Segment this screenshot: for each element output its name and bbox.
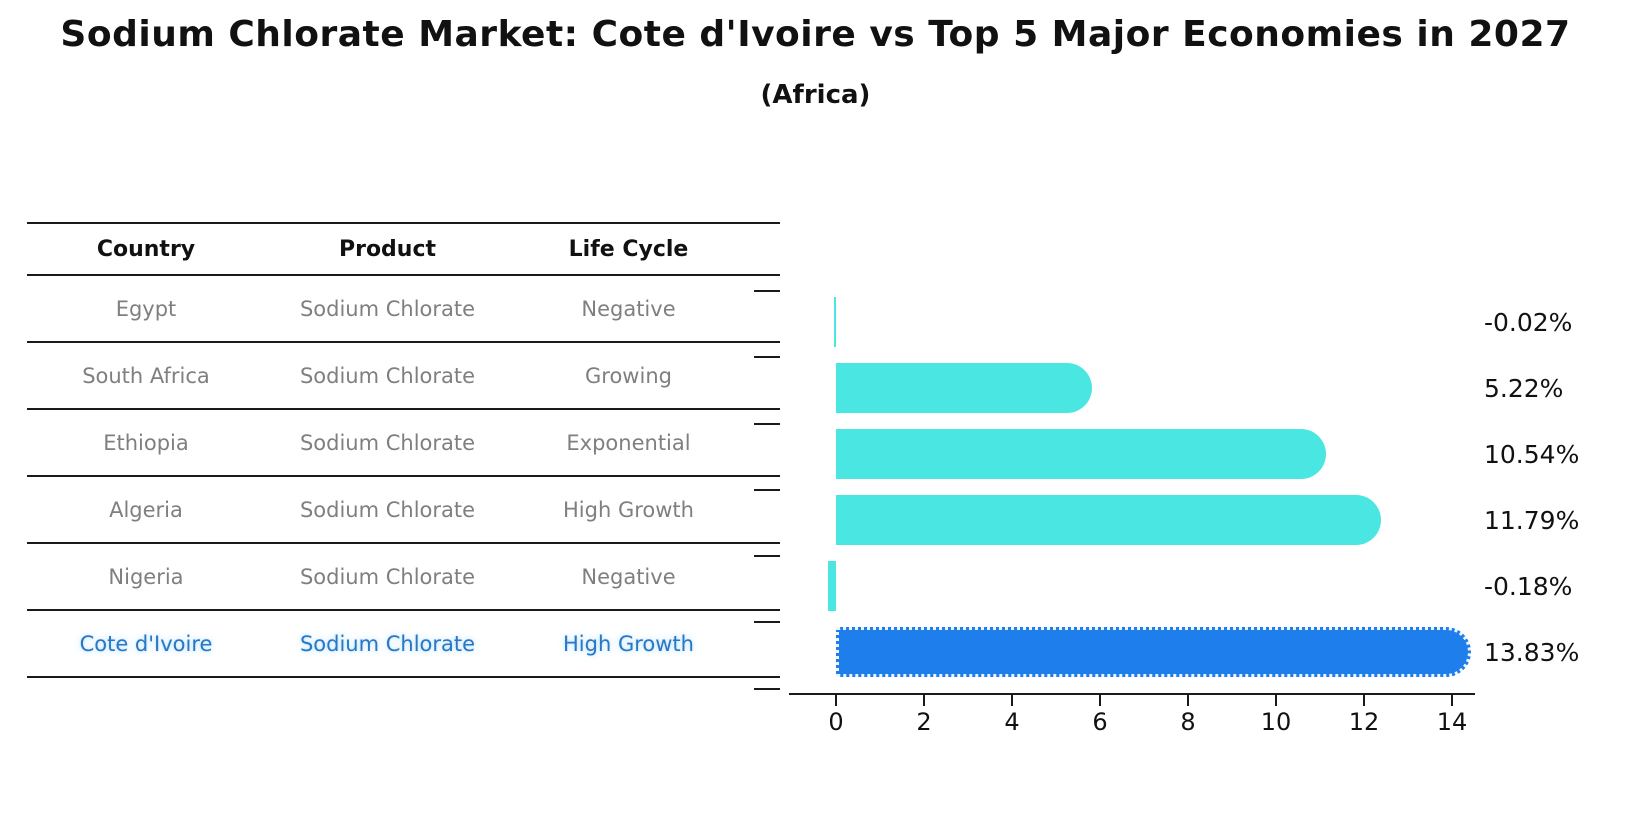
table-header-life-cycle: Life Cycle [568,236,689,262]
table-cell-product: Sodium Chlorate [299,631,476,656]
table-cell-life-cycle: Negative [581,296,676,321]
value-label-cote-d-ivoire: 13.83% [1484,637,1580,667]
x-tick-label-14: 14 [1436,708,1468,736]
x-tick-label-0: 0 [828,708,844,736]
bar-algeria [836,495,1381,545]
value-label-algeria: 11.79% [1484,505,1580,535]
x-tick-mark-12 [1363,693,1365,706]
table-cell-country: Algeria [109,497,183,522]
bar-south-africa [836,363,1092,413]
table-cell-country: Nigeria [108,564,184,589]
table-cell-life-cycle: Exponential [566,430,691,455]
x-tick-mark-14 [1451,693,1453,706]
x-tick-mark-10 [1275,693,1277,706]
y-tick-dash-0 [754,290,780,292]
value-label-ethiopia: 10.54% [1484,439,1580,469]
x-axis-line [789,693,1475,695]
x-tick-label-12: 12 [1348,708,1380,736]
table-cell-life-cycle: High Growth [563,631,694,656]
table-cell-product: Sodium Chlorate [299,363,476,388]
table-cell-life-cycle: High Growth [563,497,694,522]
table-row-cote-d-ivoire: Cote d'Ivoire Sodium Chlorate High Growth [27,611,780,678]
comparison-table: Country Product Life Cycle Egypt Sodium Chl… [27,222,780,678]
table-cell-country: South Africa [82,363,210,388]
table-header-country: Country [96,236,196,262]
table-cell-product: Sodium Chlorate [299,296,476,321]
y-tick-dash-3 [754,489,780,491]
table-cell-product: Sodium Chlorate [299,430,476,455]
y-tick-dash-2 [754,423,780,425]
table-cell-country: Cote d'Ivoire [79,631,213,656]
table-row-egypt: Egypt Sodium Chlorate Negative [27,276,780,343]
x-tick-mark-6 [1099,693,1101,706]
value-label-nigeria: -0.18% [1484,571,1573,601]
bar-ethiopia [836,429,1326,479]
table-row-south-africa: South Africa Sodium Chlorate Growing [27,343,780,410]
x-tick-mark-0 [835,693,837,706]
chart-title: Sodium Chlorate Market: Cote d'Ivoire vs… [60,14,1571,55]
y-tick-dash-5 [754,621,780,623]
y-tick-dash-4 [754,555,780,557]
x-tick-label-2: 2 [916,708,932,736]
value-label-egypt: -0.02% [1484,307,1573,337]
x-tick-label-4: 4 [1004,708,1020,736]
bar-nigeria [828,561,836,611]
table-cell-product: Sodium Chlorate [299,564,476,589]
bar-cote-d-ivoire [836,627,1471,677]
table-row-ethiopia: Ethiopia Sodium Chlorate Exponential [27,410,780,477]
table-row-nigeria: Nigeria Sodium Chlorate Negative [27,544,780,611]
x-tick-mark-2 [923,693,925,706]
table-cell-product: Sodium Chlorate [299,497,476,522]
y-tick-dash-6 [754,688,780,690]
x-tick-label-6: 6 [1092,708,1108,736]
table-row-algeria: Algeria Sodium Chlorate High Growth [27,477,780,544]
chart-subtitle: (Africa) [760,80,871,110]
x-tick-mark-4 [1011,693,1013,706]
table-body: Egypt Sodium Chlorate Negative South Africa… [27,276,780,678]
table-header-row: Country Product Life Cycle [27,224,780,276]
value-label-south-africa: 5.22% [1484,373,1564,403]
table-cell-life-cycle: Growing [585,363,672,388]
y-tick-dash-1 [754,356,780,358]
x-tick-label-8: 8 [1180,708,1196,736]
table-cell-country: Ethiopia [103,430,189,455]
table-cell-country: Egypt [115,296,177,321]
x-tick-mark-8 [1187,693,1189,706]
x-tick-label-10: 10 [1260,708,1292,736]
table-cell-life-cycle: Negative [581,564,676,589]
table-header-product: Product [338,236,437,262]
bar-egypt [834,297,836,347]
